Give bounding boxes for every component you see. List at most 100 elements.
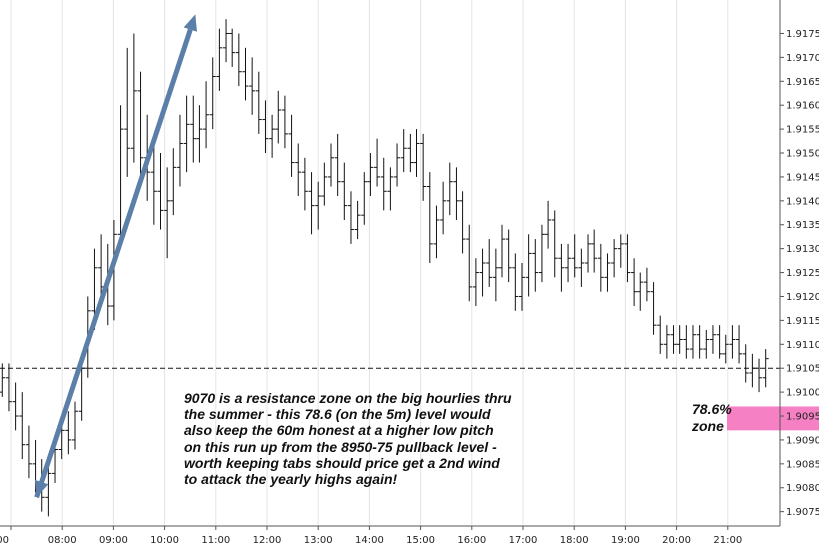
ohlc-bar	[25, 425, 32, 479]
ohlc-bar	[492, 248, 499, 302]
ohlc-bar	[545, 200, 552, 249]
ohlc-bar	[446, 162, 453, 216]
price-bars	[0, 19, 769, 517]
ohlc-bar	[117, 105, 124, 249]
ohlc-bar	[347, 191, 354, 244]
ohlc-bar	[486, 239, 493, 287]
ohlc-bar	[110, 219, 117, 321]
y-tick-label: 1.9150	[786, 149, 819, 160]
y-tick-label: 1.9095	[786, 412, 819, 423]
ohlc-bar	[203, 81, 210, 149]
ohlc-bar	[275, 90, 282, 144]
y-tick-label: 1.9165	[786, 77, 819, 88]
ohlc-bar	[5, 363, 12, 412]
ohlc-bar	[341, 162, 348, 220]
x-axis-ticks: 00 08:00 09:00 10:00 11:00 12:00 13:00 14:00 15:…	[0, 526, 742, 546]
x-tick-label: 08:00	[48, 535, 77, 546]
ohlc-bar	[637, 272, 644, 311]
retracement-zone	[727, 406, 819, 431]
ohlc-bar	[558, 243, 565, 292]
commentary-line: 9070 is a resistance zone on the big hou…	[184, 390, 512, 406]
y-tick-label: 1.9170	[786, 53, 819, 64]
y-tick-label: 1.9080	[786, 483, 819, 494]
ohlc-bar	[394, 143, 401, 187]
y-tick-label: 1.9110	[786, 340, 819, 351]
x-tick-label: 15:00	[406, 535, 435, 546]
ohlc-bar	[190, 95, 197, 163]
ohlc-bar	[571, 234, 578, 278]
ohlc-bar	[269, 114, 276, 158]
ohlc-bar	[512, 253, 519, 311]
ohlc-bar	[164, 167, 171, 259]
ohlc-bar	[433, 205, 440, 259]
ohlc-bar	[565, 243, 572, 283]
ohlc-bar	[420, 133, 427, 201]
zone-label: 78.6% zone	[692, 401, 732, 435]
ohlc-bar	[288, 114, 295, 177]
y-tick-label: 1.9135	[786, 220, 819, 231]
ohlc-bar	[611, 239, 618, 278]
ohlc-bar	[387, 167, 394, 211]
ohlc-bar	[321, 162, 328, 206]
commentary-line: the summer - this 78.6 (on the 5m) level…	[184, 406, 491, 423]
ohlc-bar	[689, 325, 696, 359]
ohlc-bar	[157, 153, 164, 230]
ohlc-bar	[0, 363, 6, 397]
y-tick-label: 1.9155	[786, 125, 819, 136]
ohlc-bar	[716, 325, 723, 359]
ohlc-bar	[262, 100, 269, 154]
ohlc-bar	[453, 167, 460, 220]
y-axis-ticks: 1.9075 1.9080 1.9085 1.9090 1.9095 1.9100 1.91…	[780, 29, 819, 518]
ohlc-bar	[459, 191, 466, 254]
ohlc-bar	[328, 143, 334, 187]
commentary-text: 9070 is a resistance zone on the big hou…	[184, 390, 584, 487]
ohlc-bar	[176, 114, 183, 187]
ohlc-bar	[229, 28, 236, 67]
ohlc-bar	[585, 234, 592, 273]
trend-arrow-shaft	[34, 28, 193, 499]
commentary-line: worth keeping tabs should price get a 2n…	[184, 454, 500, 471]
ohlc-bar	[374, 138, 381, 187]
ohlc-bar	[223, 19, 230, 63]
x-tick-label: 10:00	[150, 535, 179, 546]
x-tick-label: 00	[0, 535, 9, 546]
y-tick-label: 1.9115	[786, 316, 819, 327]
ohlc-bar	[597, 243, 604, 292]
ohlc-bar	[617, 234, 624, 268]
ohlc-bar	[532, 239, 539, 292]
y-tick-label: 1.9090	[786, 435, 819, 446]
zone-layer	[727, 406, 819, 431]
ohlc-bar	[407, 133, 414, 173]
x-tick-label: 11:00	[201, 535, 230, 546]
y-tick-label: 1.9130	[786, 244, 819, 255]
x-tick-label: 12:00	[253, 535, 282, 546]
ohlc-bar	[591, 229, 598, 273]
ohlc-bar	[762, 349, 769, 388]
ohlc-bar	[367, 153, 374, 197]
ohlc-bar	[400, 129, 407, 173]
ohlc-bar	[729, 325, 736, 359]
ohlc-bar	[631, 258, 638, 307]
ohlc-bar	[525, 234, 532, 297]
ohlc-bar	[124, 47, 131, 177]
x-tick-label: 13:00	[304, 535, 333, 546]
ohlc-bar	[505, 229, 512, 283]
trend-arrow-head	[183, 14, 197, 32]
x-tick-label: 09:00	[99, 535, 128, 546]
y-tick-label: 1.9140	[786, 196, 819, 207]
ohlc-bar	[183, 95, 190, 173]
zone-label-line: 78.6%	[692, 401, 732, 417]
ohlc-bar	[242, 47, 249, 101]
zone-label-line: zone	[692, 418, 724, 434]
commentary-line: to attack the yearly highs again!	[184, 471, 398, 488]
trend-arrow-tail	[34, 479, 49, 498]
ohlc-bar	[255, 71, 262, 134]
y-tick-label: 1.9145	[786, 172, 819, 183]
ohlc-bar	[676, 325, 683, 354]
ohlc-bar	[479, 248, 486, 297]
ohlc-bar	[703, 329, 710, 359]
ohlc-bar	[354, 200, 361, 240]
grid-lines	[10, 0, 729, 526]
ohlc-bar	[722, 334, 729, 364]
ohlc-bar	[130, 33, 137, 163]
